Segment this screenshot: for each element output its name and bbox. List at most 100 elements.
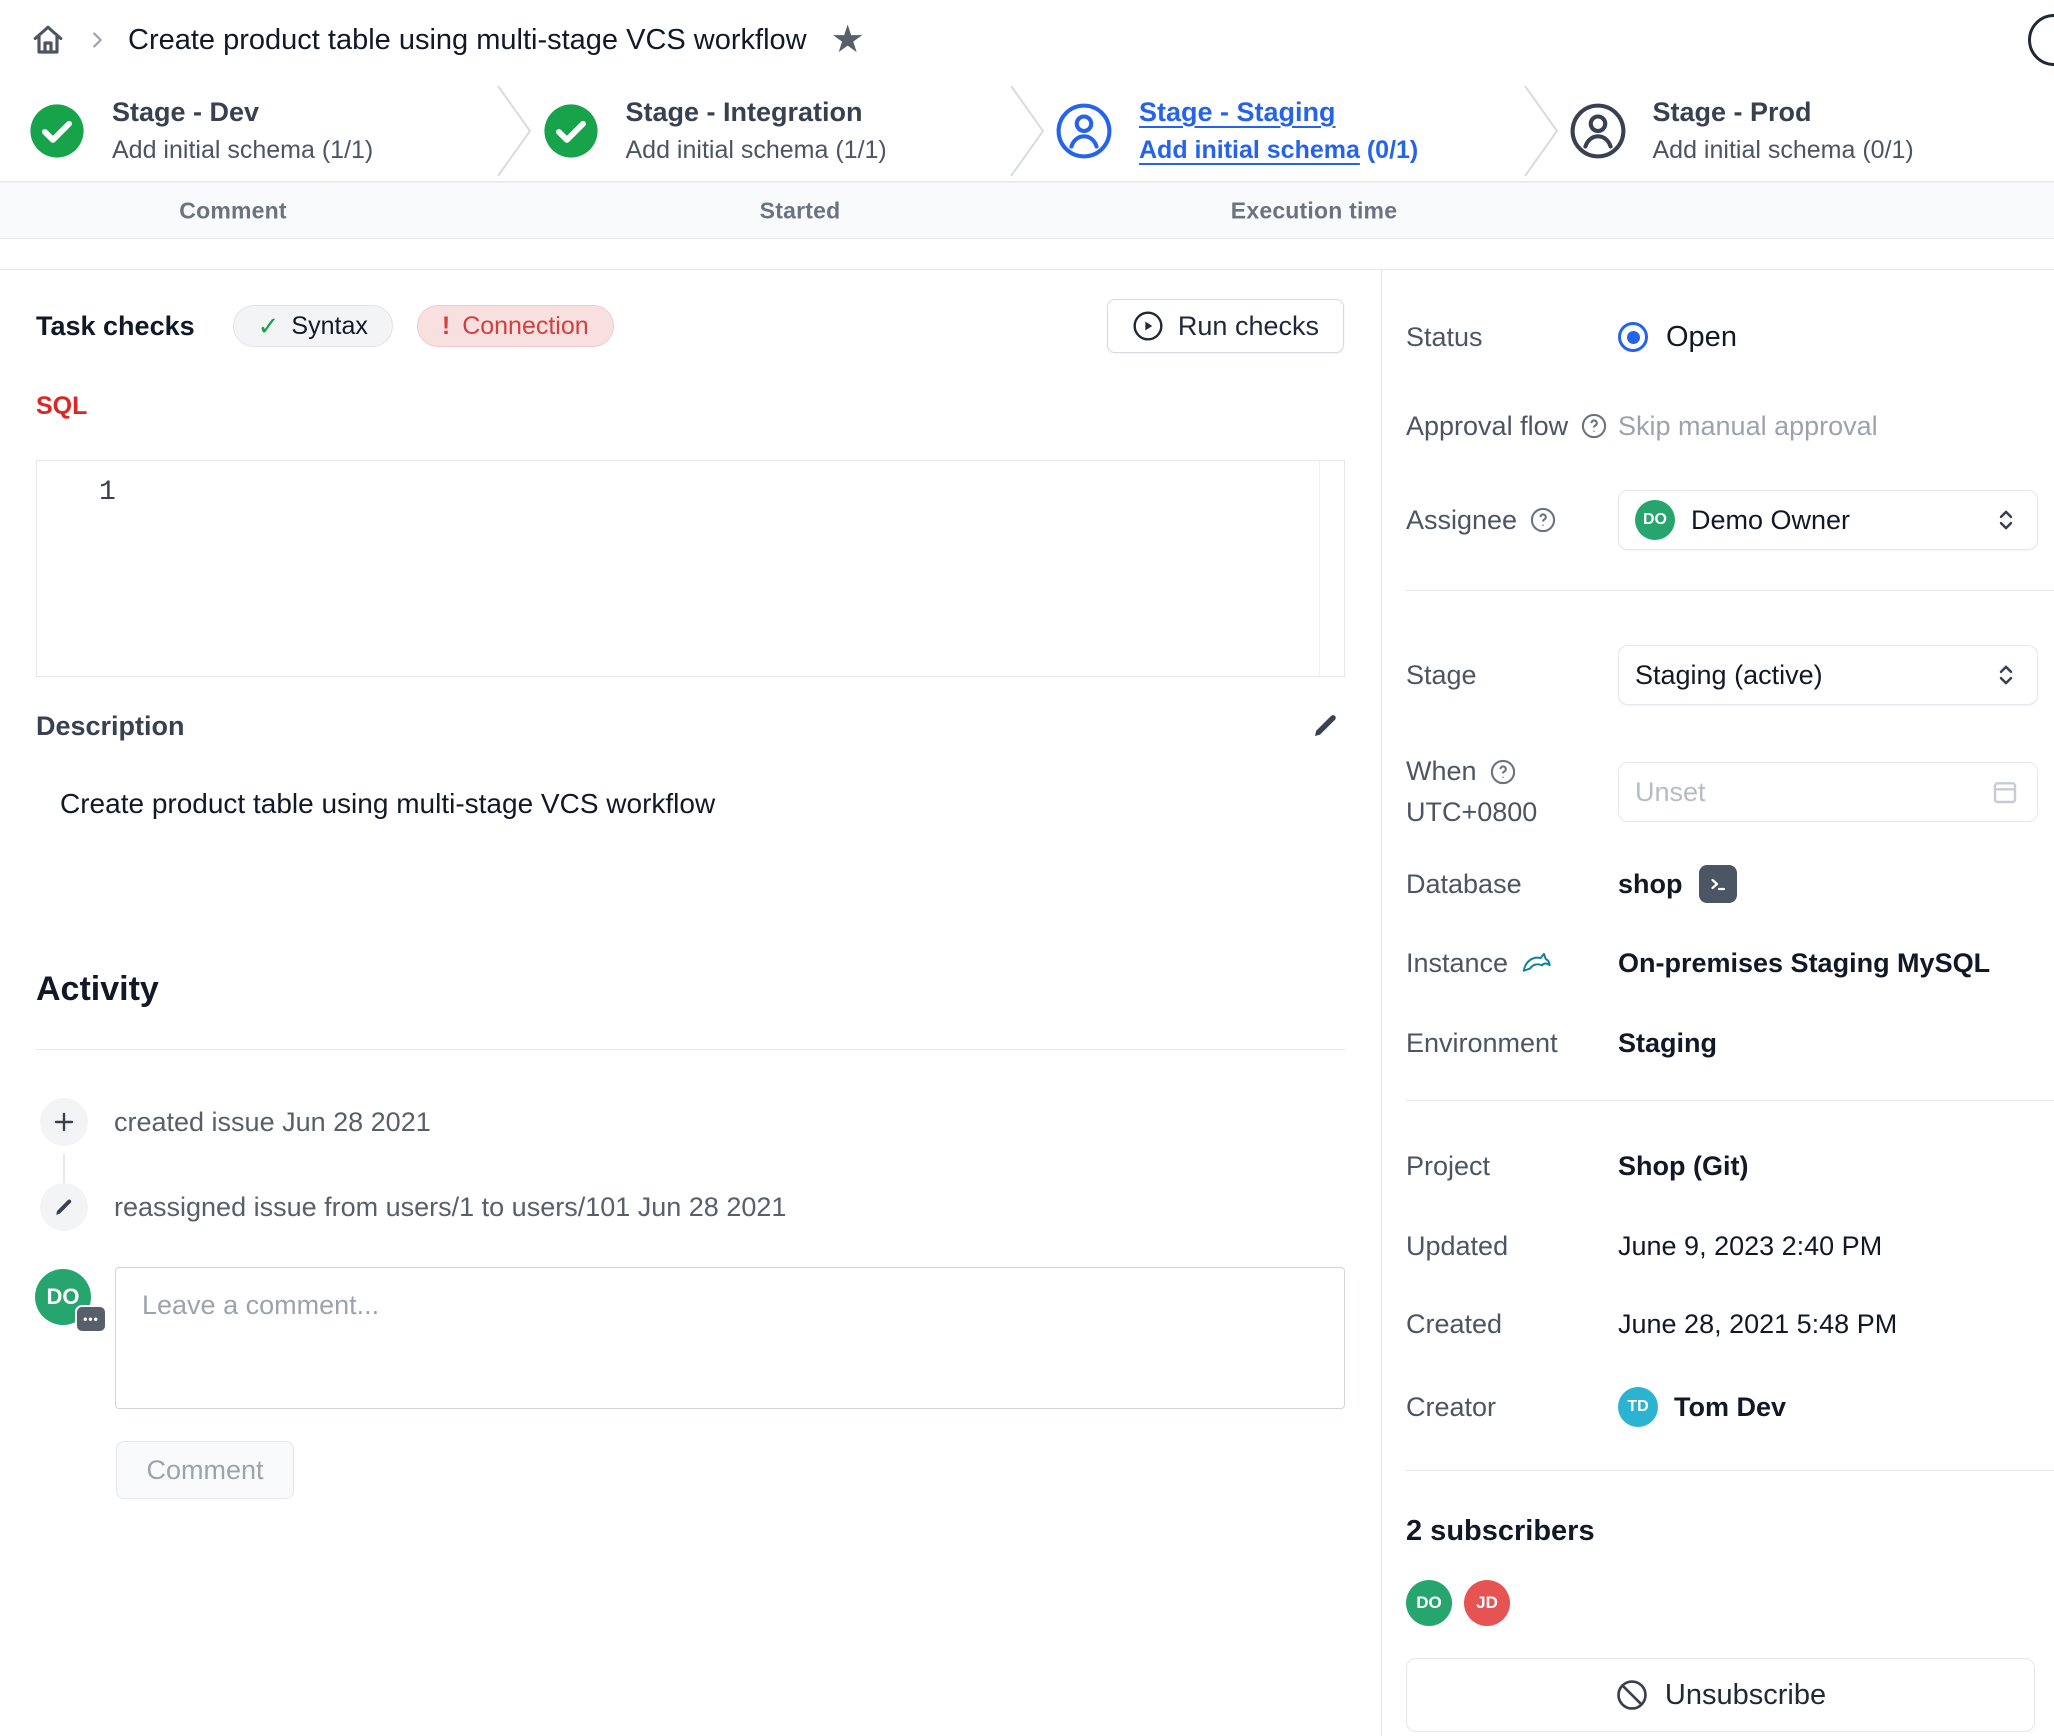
created-value: June 28, 2021 5:48 PM bbox=[1618, 1308, 1898, 1339]
stage-subtitle: Add initial schema bbox=[1652, 135, 1856, 164]
project-label: Project bbox=[1406, 1150, 1491, 1181]
breadcrumb: Create product table using multi-stage V… bbox=[0, 0, 2054, 80]
description-text: Create product table using multi-stage V… bbox=[60, 788, 716, 819]
edit-description-icon[interactable] bbox=[1309, 710, 1341, 742]
stage-task-count: (0/1) bbox=[1366, 135, 1419, 164]
unfold-icon bbox=[1991, 505, 2021, 535]
stage-subtitle: Add initial schema bbox=[625, 135, 829, 164]
creator-value: Tom Dev bbox=[1674, 1391, 1787, 1422]
instance-value: On-premises Staging MySQL bbox=[1618, 947, 1991, 978]
star-icon[interactable]: ★ bbox=[830, 19, 865, 61]
status-label: Status bbox=[1406, 321, 1483, 352]
updated-value: June 9, 2023 2:40 PM bbox=[1618, 1230, 1883, 1261]
creator-row: Creator TD Tom Dev bbox=[1406, 1377, 2038, 1437]
updated-label: Updated bbox=[1406, 1230, 1509, 1261]
stage-title: Stage - Dev bbox=[112, 96, 260, 127]
unfold-icon bbox=[1991, 660, 2021, 690]
status-value: Open bbox=[1666, 320, 1737, 353]
unsubscribe-button[interactable]: Unsubscribe bbox=[1406, 1658, 2035, 1732]
editor-gutter bbox=[1319, 461, 1320, 676]
sidebar-divider bbox=[1406, 1470, 2054, 1471]
person-circle-icon bbox=[1055, 102, 1113, 160]
alert-icon: ! bbox=[441, 311, 451, 340]
mysql-icon bbox=[1520, 949, 1554, 977]
instance-label: Instance bbox=[1406, 947, 1509, 978]
stage-title: Stage - Integration bbox=[625, 96, 863, 127]
status-radio[interactable] bbox=[1618, 322, 1648, 352]
approval-flow-row: Approval flow Skip manual approval bbox=[1406, 396, 2038, 456]
database-value[interactable]: shop bbox=[1618, 868, 1683, 899]
project-value: Shop (Git) bbox=[1618, 1150, 1749, 1181]
stage-task-count: (1/1) bbox=[321, 135, 374, 164]
stage-select[interactable]: Staging (active) bbox=[1618, 645, 2038, 705]
stage-prod[interactable]: Stage - Prod Add initial schema (0/1) bbox=[1541, 80, 2054, 181]
activity-text: reassigned issue from users/1 to users/1… bbox=[114, 1191, 787, 1222]
subscriber-avatars: DO JD bbox=[1406, 1580, 1510, 1626]
column-started: Started bbox=[759, 197, 841, 223]
plus-icon bbox=[40, 1098, 88, 1146]
comment-button[interactable]: Comment bbox=[116, 1441, 294, 1499]
timeline-connector bbox=[63, 1154, 65, 1184]
when-timezone: UTC+0800 bbox=[1406, 797, 1538, 827]
run-checks-button[interactable]: Run checks bbox=[1106, 299, 1344, 353]
status-row: Status Open bbox=[1406, 307, 2038, 367]
instance-row: Instance On-premises Staging MySQL bbox=[1406, 933, 2038, 993]
avatar: DO ••• bbox=[35, 1269, 107, 1333]
description-label: Description bbox=[36, 710, 185, 741]
environment-label: Environment bbox=[1406, 1027, 1558, 1058]
chevron-right-icon bbox=[86, 29, 108, 51]
check-icon: ✓ bbox=[257, 310, 280, 341]
section-divider bbox=[0, 269, 2054, 270]
activity-heading: Activity bbox=[36, 970, 159, 1008]
line-number: 1 bbox=[99, 477, 116, 508]
home-icon[interactable] bbox=[30, 22, 66, 58]
help-circle-icon[interactable] bbox=[1529, 506, 1557, 534]
help-circle-icon[interactable] bbox=[1580, 412, 1608, 440]
environment-row: Environment Staging bbox=[1406, 1013, 2038, 1073]
stage-separator bbox=[1009, 84, 1045, 178]
stage-title: Stage - Prod bbox=[1652, 96, 1812, 127]
assignee-label: Assignee bbox=[1406, 504, 1518, 535]
activity-divider bbox=[36, 1049, 1345, 1050]
stage-subtitle: Add initial schema bbox=[112, 135, 315, 164]
when-label: When bbox=[1406, 756, 1477, 786]
activity-item-created: created issue Jun 28 2021 bbox=[40, 1098, 431, 1146]
calendar-icon bbox=[1989, 776, 2021, 808]
avatar: DO bbox=[1635, 500, 1675, 540]
approval-flow-value: Skip manual approval bbox=[1618, 410, 1878, 441]
stage-staging[interactable]: Stage - Staging Add initial schema (0/1) bbox=[1027, 80, 1558, 181]
sql-editor-icon[interactable] bbox=[1698, 865, 1737, 903]
issue-sidebar: Status Open Approval flow Skip manual ap… bbox=[1381, 270, 2054, 1736]
check-circle-icon bbox=[28, 102, 86, 160]
created-row: Created June 28, 2021 5:48 PM bbox=[1406, 1294, 2038, 1354]
when-row: When UTC+0800 Unset bbox=[1406, 752, 2038, 832]
chat-badge-icon: ••• bbox=[75, 1305, 107, 1333]
stage-integration[interactable]: Stage - Integration Add initial schema (… bbox=[514, 80, 1045, 181]
syntax-check-badge[interactable]: ✓ Syntax bbox=[232, 305, 393, 347]
stage-dev[interactable]: Stage - Dev Add initial schema (1/1) bbox=[0, 80, 531, 181]
when-date-input[interactable]: Unset bbox=[1618, 762, 2038, 822]
task-checks-label: Task checks bbox=[36, 310, 195, 341]
comment-input[interactable] bbox=[115, 1267, 1345, 1409]
main-panel: Task checks ✓ Syntax ! Connection Run ch… bbox=[0, 270, 1381, 1736]
assignee-select[interactable]: DO Demo Owner bbox=[1618, 490, 2038, 550]
activity-text: created issue Jun 28 2021 bbox=[114, 1106, 431, 1137]
column-comment: Comment bbox=[179, 197, 287, 223]
stage-task-count: (1/1) bbox=[835, 135, 887, 164]
environment-value: Staging bbox=[1618, 1027, 1717, 1058]
connection-check-badge[interactable]: ! Connection bbox=[416, 305, 614, 347]
database-row: Database shop bbox=[1406, 854, 2038, 914]
task-checks-row: Task checks ✓ Syntax ! Connection Run ch… bbox=[36, 299, 1344, 353]
help-icon[interactable] bbox=[2028, 14, 2054, 66]
sql-editor[interactable]: 1 bbox=[36, 460, 1345, 677]
stage-row: Stage Staging (active) bbox=[1406, 645, 2038, 705]
creator-label: Creator bbox=[1406, 1391, 1497, 1422]
sidebar-divider bbox=[1406, 590, 2054, 591]
avatar: DO bbox=[1406, 1580, 1452, 1626]
help-circle-icon[interactable] bbox=[1489, 758, 1517, 786]
sql-label: SQL bbox=[36, 392, 88, 420]
assignee-value: Demo Owner bbox=[1691, 504, 1851, 535]
pencil-icon bbox=[40, 1183, 88, 1231]
stage-title: Stage - Staging bbox=[1139, 96, 1336, 127]
